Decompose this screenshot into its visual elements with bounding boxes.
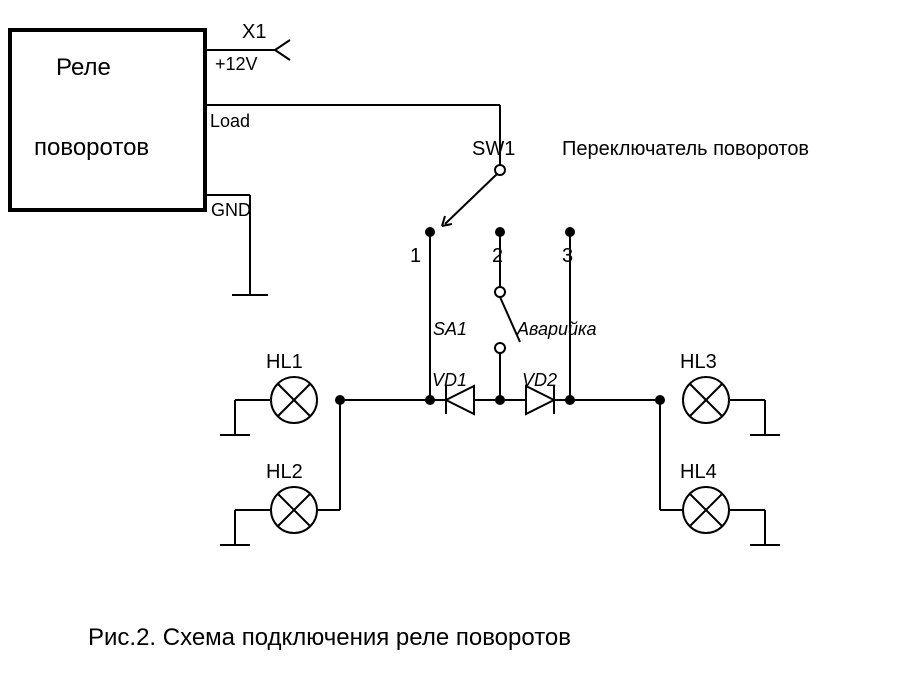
load-label: Load <box>210 111 250 131</box>
vd1-label: VD1 <box>432 370 467 390</box>
x1-voltage: +12V <box>215 54 258 74</box>
hl2-label: HL2 <box>266 461 303 483</box>
sw1-desc: Переключатель поворотов <box>562 138 809 160</box>
sw1-pos1: 1 <box>410 245 421 267</box>
sa1-label: SA1 <box>433 319 467 339</box>
relay-label-1: Реле <box>56 54 111 81</box>
hl3-label: HL3 <box>680 351 717 373</box>
hl1-label: HL1 <box>266 351 303 373</box>
sw1-pos2: 2 <box>492 245 503 267</box>
gnd-label: GND <box>211 200 251 220</box>
sw1-pos3: 3 <box>562 245 573 267</box>
hl4-label: HL4 <box>680 461 717 483</box>
vd2-label: VD2 <box>522 370 557 390</box>
circuit-schematic: Реле поворотов X1 +12V Load GND SW1 Пере… <box>0 0 898 674</box>
relay-label-2: поворотов <box>34 134 149 161</box>
x1-label: X1 <box>242 21 266 43</box>
sa1-desc: Аварийка <box>516 319 597 339</box>
caption: Рис.2. Схема подключения реле поворотов <box>88 624 571 651</box>
sw1-label: SW1 <box>472 138 515 160</box>
